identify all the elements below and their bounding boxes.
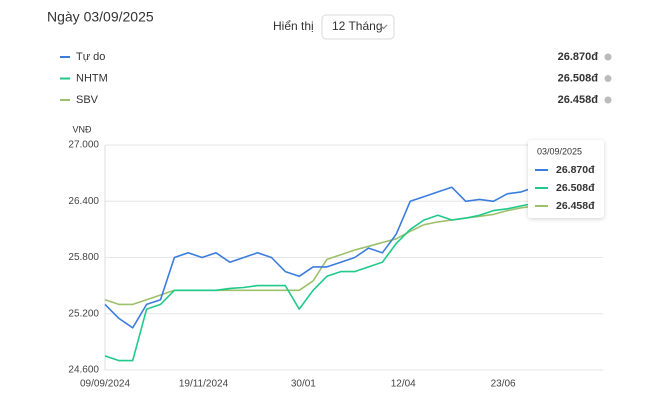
dropdown-chevron[interactable] xyxy=(379,24,388,30)
series-line xyxy=(104,190,604,362)
x-tick-label: 19/11/2024 xyxy=(179,379,229,390)
tooltip-value: 26.870đ xyxy=(556,164,595,176)
plot: 24.600 25.200 25.800 26.400 27.000 09/09/2024… xyxy=(68,140,604,390)
x-tick-label: 12/04 xyxy=(391,379,416,390)
y-tick-label: 24.600 xyxy=(68,365,99,376)
legend-label: SBV xyxy=(76,94,99,106)
tooltip-value: 26.458đ xyxy=(556,200,595,212)
period-dropdown[interactable]: 12 Tháng xyxy=(321,14,395,40)
tooltip-value: 26.508đ xyxy=(556,182,595,194)
legend: Tự do 26.870đ NHTM 26.508đ SBV 26.458đ xyxy=(60,51,612,106)
legend-label: NHTM xyxy=(76,72,108,84)
x-tick-label: 30/01 xyxy=(291,379,316,390)
page-date: Ngày 03/09/2025 xyxy=(47,9,154,25)
y-tick-label: 26.400 xyxy=(68,196,99,207)
info-icon xyxy=(604,53,612,61)
dropdown-value[interactable]: 12 Tháng xyxy=(332,19,383,33)
x-tick-label: 09/09/2024 xyxy=(80,379,130,390)
display-label: Hiển thị xyxy=(273,19,314,33)
tooltip-date: 03/09/2025 xyxy=(537,146,582,156)
y-tick-label: 25.200 xyxy=(68,308,99,319)
y-tick-label: 27.000 xyxy=(68,140,99,151)
legend-value: 26.508đ xyxy=(558,72,599,84)
x-tick-label: 23/06 xyxy=(491,379,516,390)
y-tick-label: 25.800 xyxy=(68,252,99,263)
y-axis-label: VNĐ xyxy=(72,124,92,134)
legend-label: Tự do xyxy=(76,51,105,63)
tooltip-box xyxy=(528,140,604,218)
legend-value: 26.458đ xyxy=(558,94,599,106)
series-line xyxy=(104,156,604,329)
tooltip: 03/09/2025 26.870đ 26.508đ 26.458đ xyxy=(528,140,604,218)
legend-value: 26.870đ xyxy=(558,51,599,63)
info-icon xyxy=(604,96,612,104)
info-icon xyxy=(604,75,612,82)
dropdown-box[interactable] xyxy=(321,14,395,40)
